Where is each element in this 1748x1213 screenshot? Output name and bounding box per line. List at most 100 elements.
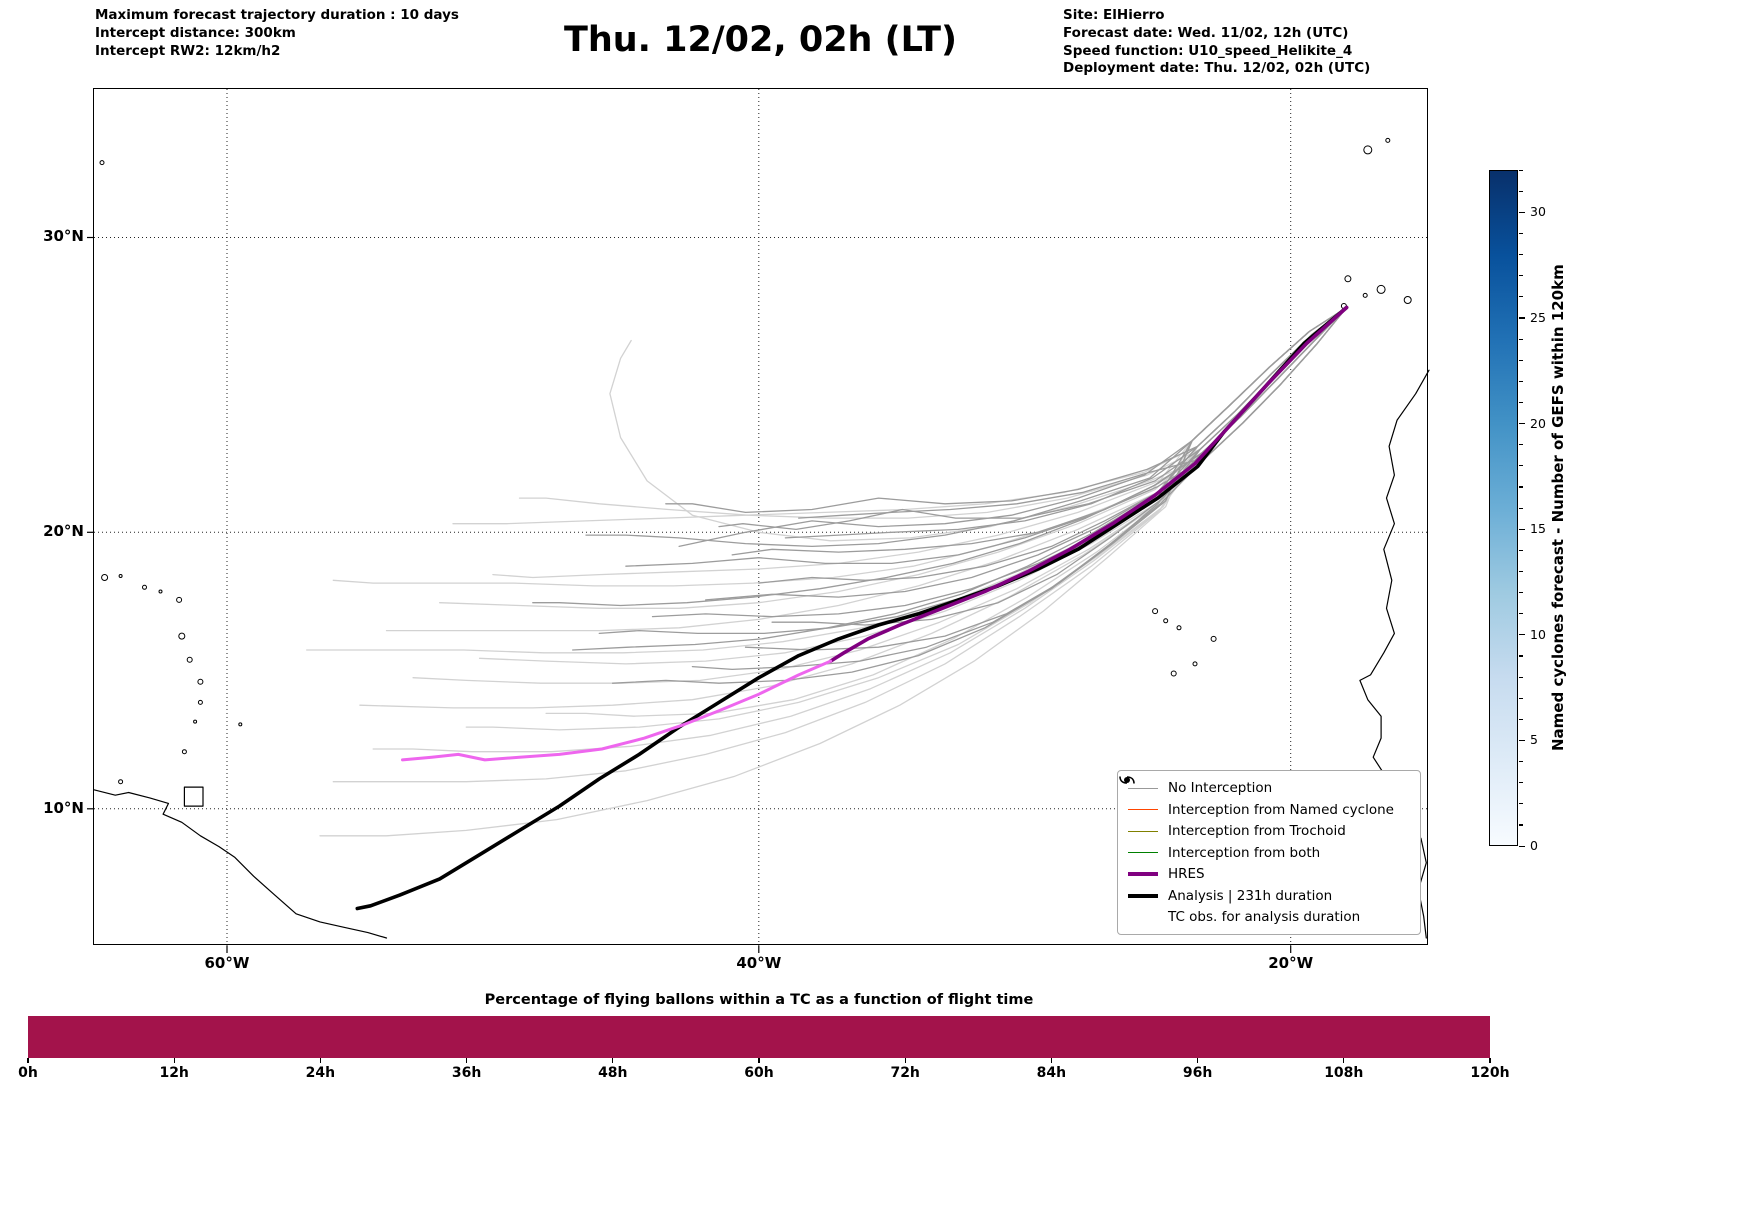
colorbar-tick bbox=[1519, 486, 1523, 488]
legend-label: Interception from both bbox=[1168, 844, 1321, 861]
island bbox=[186, 656, 193, 663]
colorbar-tick-label: 20 bbox=[1530, 415, 1546, 431]
island bbox=[1344, 275, 1352, 283]
island bbox=[181, 749, 187, 755]
colorbar-tick bbox=[1519, 444, 1523, 446]
colorbar-label: Named cyclones forecast - Number of GEFS… bbox=[1549, 264, 1567, 752]
colorbar-tick bbox=[1519, 190, 1523, 192]
island bbox=[1385, 137, 1391, 143]
legend-item: TC obs. for analysis duration bbox=[1119, 775, 1410, 929]
page-title: Thu. 12/02, 02h (LT) bbox=[563, 20, 958, 60]
island bbox=[1152, 608, 1159, 615]
gefs-trajectory bbox=[758, 306, 1348, 584]
meta-site: Site: ElHierro bbox=[1063, 7, 1165, 23]
colorbar-tick bbox=[1519, 782, 1523, 784]
island bbox=[118, 779, 124, 785]
trajectory-map: No Interception Interception from Named c… bbox=[43, 88, 1430, 972]
colorbar-tick bbox=[1519, 549, 1523, 551]
param-intercept-distance: Intercept distance: 300km bbox=[95, 24, 296, 41]
colorbar-tick-label: 15 bbox=[1530, 521, 1546, 537]
colorbar-tick bbox=[1519, 718, 1523, 720]
analysis-track bbox=[355, 305, 1349, 911]
legend-label: Interception from Trochoid bbox=[1168, 823, 1346, 840]
colorbar-tick bbox=[1519, 232, 1523, 235]
param-intercept-rw2: Intercept RW2: 12km/h2 bbox=[95, 42, 281, 59]
gefs-trajectory bbox=[385, 306, 1348, 632]
time-tick bbox=[27, 1058, 29, 1063]
param-max-duration: Maximum forecast trajectory duration : 1… bbox=[95, 7, 459, 23]
island bbox=[142, 584, 147, 590]
gefs-trajectory bbox=[306, 306, 1348, 654]
gefs-trajectory bbox=[609, 306, 1348, 542]
time-tick bbox=[319, 1058, 321, 1063]
colorbar-tick bbox=[1519, 824, 1523, 826]
time-tick-label: 72h bbox=[890, 1065, 920, 1081]
legend-item: Analysis | 231h duration bbox=[1128, 885, 1410, 907]
balloon-percentage-chart: Percentage of flying ballons within a TC… bbox=[18, 992, 1510, 1102]
time-tick-label: 12h bbox=[159, 1065, 189, 1081]
forecast-meta: Site: ElHierro Forecast date: Wed. 11/02… bbox=[1063, 7, 1370, 78]
balloon-time-axis: 0h 12h 24h 36h 48h 60h 72h 84h 96h 108h 120h bbox=[18, 1058, 1510, 1088]
legend-line-sample bbox=[1128, 830, 1158, 832]
coastline bbox=[93, 789, 388, 939]
gefs-trajectory bbox=[532, 306, 1348, 607]
hres-violet-track bbox=[401, 659, 833, 762]
island bbox=[1363, 145, 1373, 155]
island bbox=[101, 574, 109, 581]
colorbar-tick bbox=[1519, 655, 1523, 657]
gefs-trajectory bbox=[784, 306, 1348, 539]
island bbox=[1376, 284, 1386, 294]
time-tick-label: 36h bbox=[451, 1065, 482, 1081]
legend-item: Interception from Named cyclone bbox=[1128, 799, 1410, 821]
island bbox=[1170, 670, 1177, 677]
gefs-trajectory bbox=[478, 306, 1348, 665]
colorbar-tick bbox=[1519, 570, 1523, 573]
colorbar-tick-label: 0 bbox=[1530, 838, 1538, 853]
gefs-trajectory bbox=[718, 306, 1348, 531]
time-tick-label: 24h bbox=[305, 1065, 336, 1081]
time-tick bbox=[1343, 1058, 1345, 1063]
island bbox=[118, 574, 123, 578]
meta-speed-function: Speed function: U10_speed_Helikite_4 bbox=[1063, 42, 1353, 59]
lon-tick-label: 40°W bbox=[736, 954, 782, 972]
gefs-trajectory bbox=[572, 306, 1348, 651]
time-tick-label: 60h bbox=[744, 1065, 774, 1081]
colorbar-tick bbox=[1519, 317, 1525, 319]
forecast-params: Maximum forecast trajectory duration : 1… bbox=[95, 7, 459, 60]
gefs-trajectory bbox=[372, 306, 1348, 753]
time-tick bbox=[904, 1058, 906, 1063]
colorbar: 0 5 10 15 20 25 30 bbox=[1489, 169, 1599, 853]
map-svg bbox=[87, 89, 1430, 953]
lat-tick-label: 30°N bbox=[43, 227, 84, 246]
colorbar-ticks: 0 5 10 15 20 25 30 bbox=[1489, 169, 1599, 853]
legend-label: TC obs. for analysis duration bbox=[1168, 909, 1361, 926]
time-tick bbox=[758, 1058, 760, 1063]
colorbar-tick bbox=[1519, 634, 1525, 636]
colorbar-tick-label: 25 bbox=[1530, 309, 1546, 325]
legend-line-sample bbox=[1128, 893, 1158, 898]
colorbar-tick bbox=[1519, 380, 1523, 382]
colorbar-tick bbox=[1519, 803, 1523, 805]
island bbox=[1176, 625, 1182, 631]
colorbar-tick bbox=[1519, 697, 1523, 699]
gefs-trajectory bbox=[771, 306, 1348, 626]
gefs-trajectory bbox=[585, 306, 1348, 548]
colorbar-tick bbox=[1519, 401, 1523, 404]
legend-line-sample bbox=[1128, 872, 1158, 877]
colorbar-tick bbox=[1519, 845, 1525, 847]
legend-label: Analysis | 231h duration bbox=[1168, 887, 1333, 904]
lon-tick-label: 60°W bbox=[204, 954, 250, 972]
island bbox=[178, 632, 186, 640]
legend-item: Interception from both bbox=[1128, 842, 1410, 864]
time-tick-label: 84h bbox=[1036, 1065, 1067, 1081]
gefs-trajectory bbox=[691, 306, 1348, 671]
legend-label: Interception from Named cyclone bbox=[1168, 801, 1394, 818]
colorbar-tick bbox=[1519, 169, 1523, 171]
colorbar-tick bbox=[1519, 528, 1525, 530]
legend-line-sample bbox=[1128, 852, 1158, 854]
island bbox=[158, 589, 163, 594]
gefs-trajectory bbox=[412, 306, 1348, 684]
time-tick bbox=[1050, 1058, 1052, 1063]
island bbox=[99, 160, 105, 166]
